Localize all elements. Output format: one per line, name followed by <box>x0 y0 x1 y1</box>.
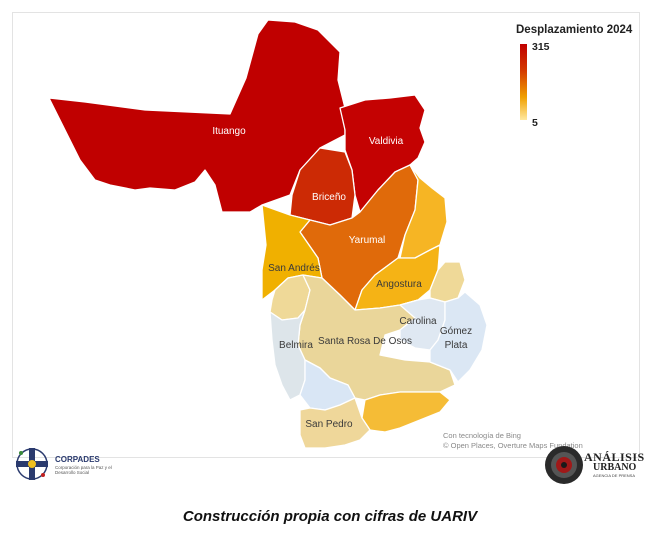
label-san-pedro: San Pedro <box>305 419 353 430</box>
legend-max-label: 315 <box>532 41 550 53</box>
label-santa-rosa: Santa Rosa De Osos <box>318 336 412 347</box>
corpades-logo-icon <box>16 448 48 480</box>
corpades-subtitle: Corporación para la Paz y el Desarrollo … <box>55 465 112 475</box>
label-briceno: Briceño <box>312 192 346 203</box>
analisis-urbano-name-1: ANÁLISIS <box>584 450 645 464</box>
legend-title: Desplazamiento 2024 <box>516 24 633 36</box>
legend-color-bar <box>520 44 527 120</box>
attribution-line-1: Con tecnología de Bing <box>443 431 521 440</box>
region-ituango[interactable] <box>48 19 346 213</box>
label-valdivia: Valdivia <box>369 136 404 147</box>
legend-min-label: 5 <box>532 117 538 129</box>
attribution-line-2: © Open Places, Overture Maps Fundation <box>443 441 583 450</box>
label-gomez-plata-2: Plata <box>445 340 468 351</box>
label-belmira: Belmira <box>279 340 313 351</box>
map-attribution: Con tecnología de Bing © Open Places, Ov… <box>443 431 583 451</box>
analisis-urbano-name-2: URBANO <box>593 462 637 473</box>
label-ituango: Ituango <box>212 126 246 137</box>
region-south-east[interactable] <box>361 391 451 433</box>
label-yarumal: Yarumal <box>349 235 386 246</box>
region-san-pedro[interactable] <box>299 397 371 449</box>
label-angostura: Angostura <box>376 279 422 290</box>
analisis-urbano-subtitle: AGENCIA DE PRENSA <box>593 473 636 478</box>
region-gomez-plata[interactable] <box>429 291 488 383</box>
corpades-name: CORPADES <box>55 455 100 464</box>
region-belmira[interactable] <box>269 309 306 401</box>
label-gomez-plata-1: Gómez <box>440 326 472 337</box>
figure-caption: Construcción propia con cifras de UARIV <box>182 508 478 525</box>
label-carolina: Carolina <box>399 316 437 327</box>
label-san-andres: San Andrés <box>268 263 320 274</box>
analisis-urbano-logo-icon <box>545 446 583 484</box>
